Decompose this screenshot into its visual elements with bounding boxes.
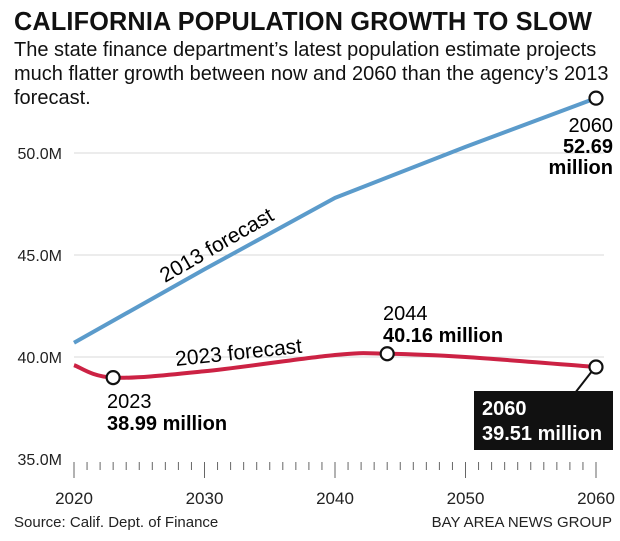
x-tick-label: 2030 bbox=[186, 489, 224, 508]
annotation-2060-2023-year: 2060 bbox=[482, 398, 527, 420]
y-tick-label: 45.0M bbox=[18, 248, 62, 265]
annotation-2044-year: 2044 bbox=[383, 303, 428, 325]
annotation-2060-2023-value: 39.51 million bbox=[482, 423, 602, 445]
x-tick-label: 2050 bbox=[447, 489, 485, 508]
y-tick-label: 35.0M bbox=[18, 452, 62, 469]
series-label-2013: 2013 forecast bbox=[156, 204, 278, 288]
data-point-marker bbox=[379, 346, 395, 362]
annotation-2044-value: 40.16 million bbox=[383, 325, 503, 347]
annotation-2023-year: 2023 bbox=[107, 391, 152, 413]
chart-subtitle: The state finance department’s latest po… bbox=[14, 39, 609, 109]
data-point-marker bbox=[105, 370, 121, 386]
data-point-marker bbox=[588, 90, 604, 106]
chart-title: CALIFORNIA POPULATION GROWTH TO SLOW bbox=[14, 6, 593, 36]
y-tick-label: 40.0M bbox=[18, 350, 62, 367]
annotation-2060-2013-unit: million bbox=[549, 157, 613, 179]
data-point-marker bbox=[588, 359, 604, 375]
annotation-box bbox=[474, 391, 613, 450]
annotation-2023-value: 38.99 million bbox=[107, 413, 227, 435]
source-note: Source: Calif. Dept. of Finance bbox=[14, 514, 219, 531]
x-tick-label: 2020 bbox=[55, 489, 93, 508]
credit: BAY AREA NEWS GROUP bbox=[431, 514, 612, 531]
y-tick-label: 50.0M bbox=[18, 146, 62, 163]
annotation-2060-2013-year: 2060 bbox=[569, 115, 614, 137]
x-tick-label: 2040 bbox=[316, 489, 354, 508]
annotation-2060-2013-value: 52.69 bbox=[563, 136, 613, 158]
series-line-2013-forecast bbox=[73, 96, 597, 345]
x-tick-label: 2060 bbox=[577, 489, 615, 508]
